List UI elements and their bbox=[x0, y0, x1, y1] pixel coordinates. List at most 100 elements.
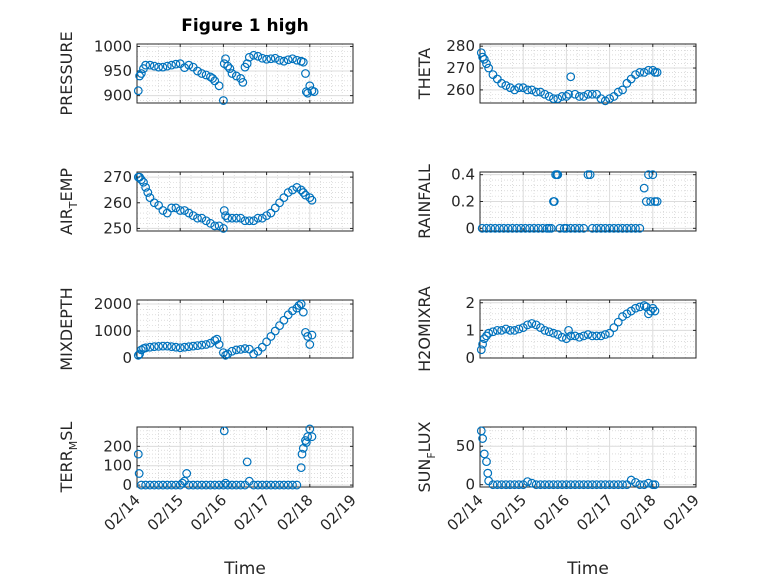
data-point bbox=[639, 301, 649, 310]
data-point bbox=[618, 480, 627, 490]
data-point bbox=[197, 480, 207, 490]
data-point bbox=[596, 331, 606, 341]
data-point bbox=[600, 330, 610, 339]
x-axis-label-right: Time bbox=[566, 559, 609, 579]
data-point bbox=[307, 432, 317, 442]
data-point bbox=[305, 81, 315, 91]
data-point bbox=[214, 221, 224, 231]
data-point bbox=[477, 223, 487, 233]
y-axis-label: AIRTEMP bbox=[57, 168, 80, 235]
axes-box bbox=[479, 426, 697, 488]
data-point bbox=[136, 69, 146, 78]
y-axis-label: TERRMSL bbox=[57, 422, 80, 494]
data-point bbox=[221, 350, 230, 360]
data-point bbox=[478, 339, 487, 349]
data-point bbox=[149, 342, 159, 352]
data-point bbox=[553, 480, 563, 490]
data-point bbox=[221, 478, 230, 488]
y-tick-label: 270 bbox=[446, 59, 475, 77]
data-point bbox=[613, 87, 623, 97]
data-point bbox=[214, 480, 224, 490]
data-point bbox=[180, 206, 189, 215]
data-point bbox=[540, 480, 550, 490]
data-point bbox=[523, 477, 532, 487]
data-point bbox=[549, 94, 558, 104]
data-point bbox=[210, 76, 220, 86]
y-axis-label: PRESSURE bbox=[57, 31, 76, 115]
data-point bbox=[158, 480, 168, 490]
data-point bbox=[136, 175, 146, 185]
data-point bbox=[218, 96, 228, 105]
y-tick-label: 50 bbox=[456, 437, 475, 455]
data-point bbox=[257, 342, 267, 352]
data-point bbox=[257, 480, 267, 490]
data-point bbox=[622, 309, 632, 319]
data-point bbox=[244, 52, 254, 62]
data-point bbox=[600, 223, 610, 233]
data-point bbox=[244, 344, 254, 354]
data-point bbox=[592, 223, 602, 233]
data-point bbox=[145, 60, 155, 70]
data-point bbox=[505, 83, 515, 93]
data-point bbox=[257, 213, 267, 223]
data-point bbox=[214, 81, 224, 91]
data-point bbox=[154, 480, 164, 490]
data-point bbox=[514, 324, 524, 334]
data-point bbox=[177, 478, 187, 488]
data-point bbox=[305, 340, 315, 349]
data-point bbox=[218, 224, 228, 233]
y-tick-label: 0 bbox=[122, 476, 132, 494]
data-point bbox=[583, 89, 593, 99]
data-point bbox=[270, 326, 280, 336]
data-point bbox=[531, 480, 541, 490]
data-point bbox=[236, 480, 246, 490]
data-point bbox=[609, 223, 619, 233]
data-point bbox=[596, 94, 606, 104]
data-point bbox=[523, 320, 532, 330]
data-point bbox=[501, 81, 511, 90]
data-point bbox=[238, 77, 248, 87]
data-point bbox=[188, 341, 198, 351]
data-point bbox=[635, 480, 645, 490]
data-point bbox=[171, 59, 181, 69]
data-point bbox=[288, 480, 297, 490]
data-point bbox=[546, 223, 556, 233]
data-point bbox=[527, 85, 537, 95]
y-tick-label: 0.2 bbox=[451, 193, 475, 211]
data-point bbox=[652, 197, 662, 206]
panel-6: 0 1 2 H2OMIXRA bbox=[415, 286, 697, 372]
panel-3: 250 260 270 AIRTEMP bbox=[57, 168, 354, 237]
panel-1: 900 950 1000 PRESSURE bbox=[57, 31, 354, 116]
y-axis-label-main: SUN bbox=[415, 459, 434, 493]
data-points bbox=[476, 426, 660, 490]
data-point bbox=[184, 208, 194, 218]
y-tick-label: 250 bbox=[103, 219, 132, 237]
data-point bbox=[145, 193, 155, 203]
data-point bbox=[482, 457, 491, 467]
data-point bbox=[283, 188, 293, 197]
y-tick-label: 0 bbox=[122, 349, 132, 367]
minor-grid bbox=[137, 427, 353, 487]
data-point bbox=[618, 312, 627, 321]
data-point bbox=[143, 188, 153, 197]
data-point bbox=[501, 480, 511, 490]
data-point bbox=[648, 65, 658, 75]
data-point bbox=[188, 211, 198, 221]
data-point bbox=[154, 200, 164, 210]
data-point bbox=[574, 332, 584, 342]
data-point bbox=[154, 342, 164, 351]
data-point bbox=[201, 480, 211, 490]
y-tick-label: 2 bbox=[465, 294, 475, 312]
data-point bbox=[605, 223, 614, 233]
data-point bbox=[184, 342, 194, 352]
data-point bbox=[145, 342, 155, 352]
data-point bbox=[175, 206, 185, 215]
data-points bbox=[133, 424, 317, 490]
data-point bbox=[193, 341, 202, 350]
panel-4: 0 0.2 0.4 RAINFALL bbox=[415, 164, 697, 239]
data-point bbox=[275, 480, 284, 490]
y-axis-label-rest: SL bbox=[57, 422, 76, 441]
data-point bbox=[253, 51, 263, 61]
data-point bbox=[193, 66, 202, 76]
data-point bbox=[631, 303, 640, 313]
